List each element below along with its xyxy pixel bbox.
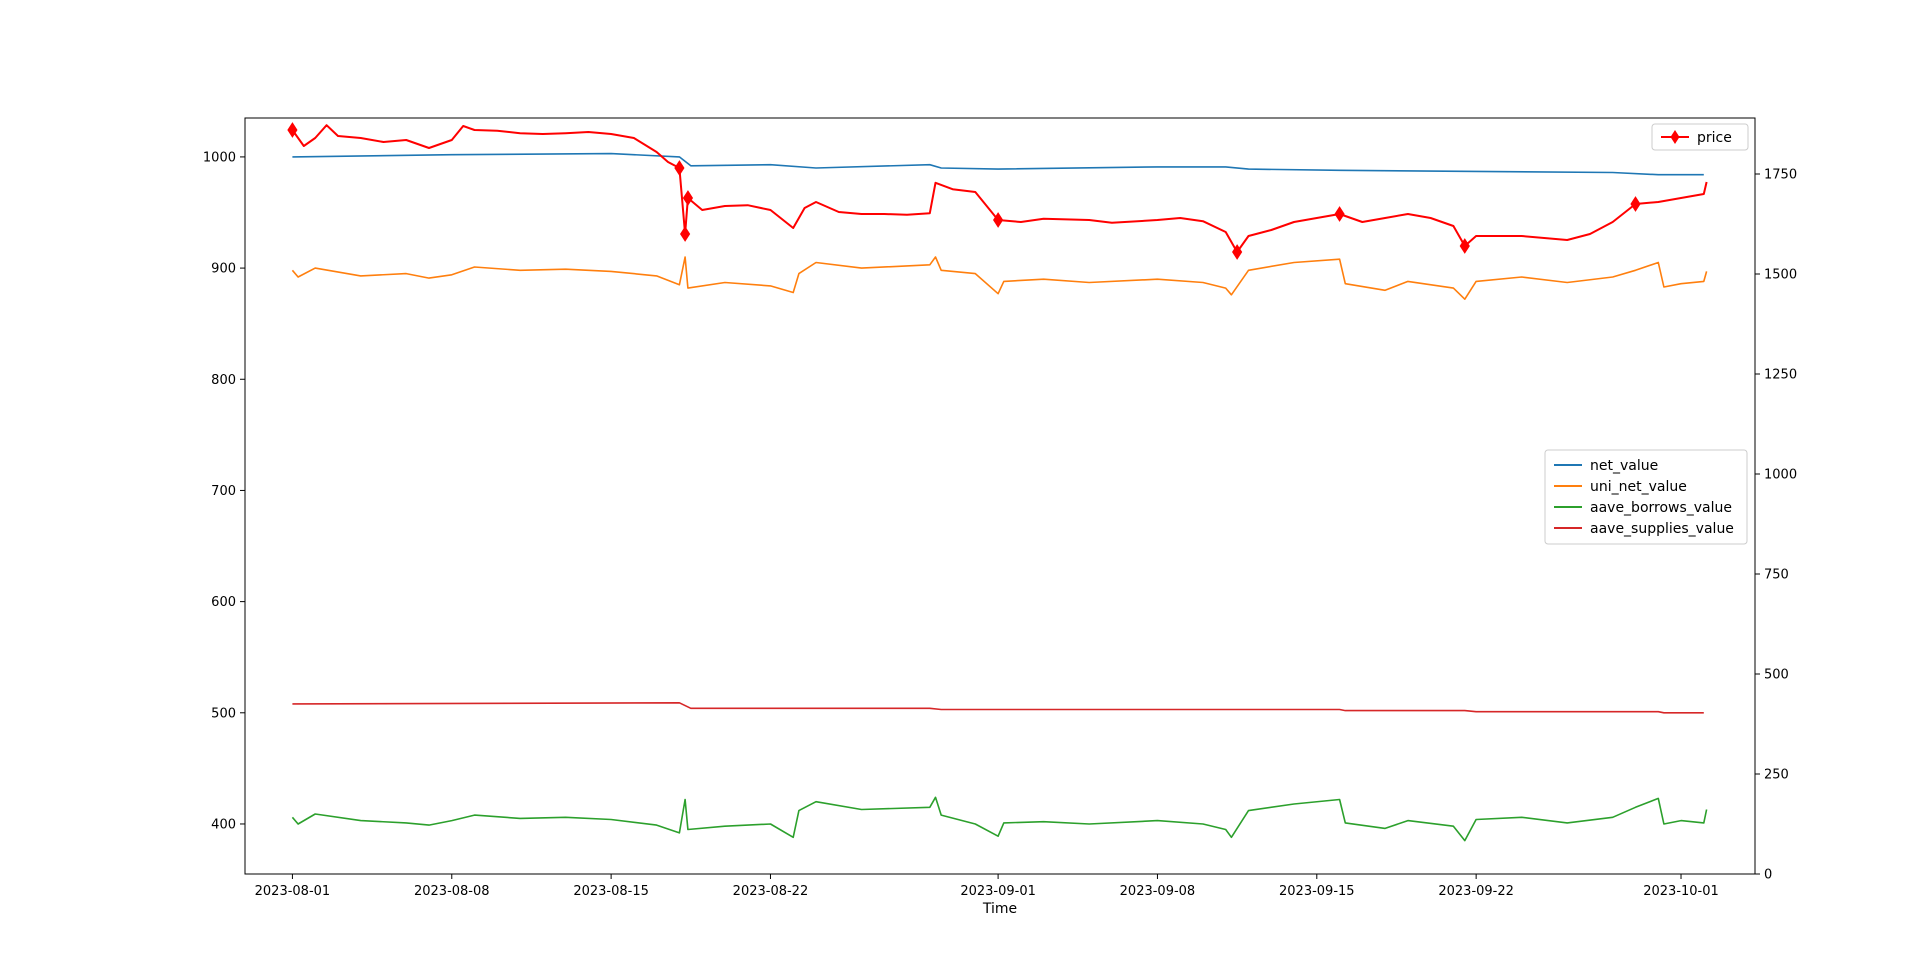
legend-label-net_value: net_value (1590, 458, 1658, 474)
legend-box (1544, 449, 1748, 545)
series-line-aave_supplies_value (292, 701, 1704, 714)
x-tick-label: 2023-09-08 (1120, 884, 1196, 899)
axes-layer: 2023-08-01 2023-08-08 2023-08-15 2023-08-22… (203, 117, 1797, 899)
y-left-tick-label: 1000 (203, 150, 236, 165)
y-left-tick-label: 600 (211, 595, 236, 610)
legend-marker-price (1670, 130, 1680, 144)
x-tick-label: 2023-10-01 (1643, 884, 1719, 899)
x-tick-label: 2023-09-15 (1279, 884, 1355, 899)
price-marker (993, 212, 1004, 228)
y-left-tick-label: 500 (211, 706, 236, 721)
legend-label-uni_net_value: uni_net_value (1590, 479, 1687, 495)
y-right-tick-label: 0 (1764, 868, 1772, 883)
series-line-price (291, 124, 1708, 253)
legend-box-price (1651, 123, 1749, 151)
price-marker (674, 160, 685, 176)
y-right-tick-label: 1500 (1764, 268, 1797, 283)
plot-frame (244, 117, 1756, 875)
y-right-tick-label: 750 (1764, 568, 1789, 583)
x-tick-label: 2023-08-08 (414, 884, 490, 899)
y-left-tick-label: 800 (211, 373, 236, 388)
y-right-tick-label: 1000 (1764, 468, 1797, 483)
y-left-tick-label: 900 (211, 262, 236, 277)
price-marker (1630, 196, 1641, 212)
y-left-tick-label: 700 (211, 484, 236, 499)
price-marker (1232, 244, 1243, 260)
series-layer (287, 122, 1708, 842)
series-line-net_value (292, 152, 1704, 176)
price-marker (287, 122, 298, 138)
series-line-uni_net_value (291, 256, 1708, 301)
x-tick-label: 2023-08-15 (573, 884, 649, 899)
price-marker (1334, 206, 1345, 222)
x-axis-title: Time (982, 901, 1017, 917)
series-line-aave_borrows_value (291, 796, 1708, 842)
x-tick-label: 2023-08-22 (733, 884, 809, 899)
price-marker (680, 226, 691, 242)
y-left-tick-label: 400 (211, 817, 236, 832)
legend-price: price (1651, 123, 1749, 151)
y-right-tick-label: 500 (1764, 668, 1789, 683)
x-tick-label: 2023-08-01 (255, 884, 331, 899)
y-right-tick-label: 1250 (1764, 368, 1797, 383)
y-right-tick-label: 1750 (1764, 168, 1797, 183)
price-marker (1459, 238, 1470, 254)
x-tick-label: 2023-09-01 (960, 884, 1036, 899)
legend-label-aave_supplies_value: aave_supplies_value (1590, 521, 1734, 537)
legend-label-aave_borrows_value: aave_borrows_value (1590, 500, 1732, 516)
legend-label-price: price (1697, 130, 1732, 146)
x-tick-label: 2023-09-22 (1438, 884, 1514, 899)
price-marker (682, 190, 694, 206)
legend-series: net_value uni_net_value aave_borrows_value… (1544, 449, 1748, 545)
y-right-tick-label: 250 (1764, 768, 1789, 783)
